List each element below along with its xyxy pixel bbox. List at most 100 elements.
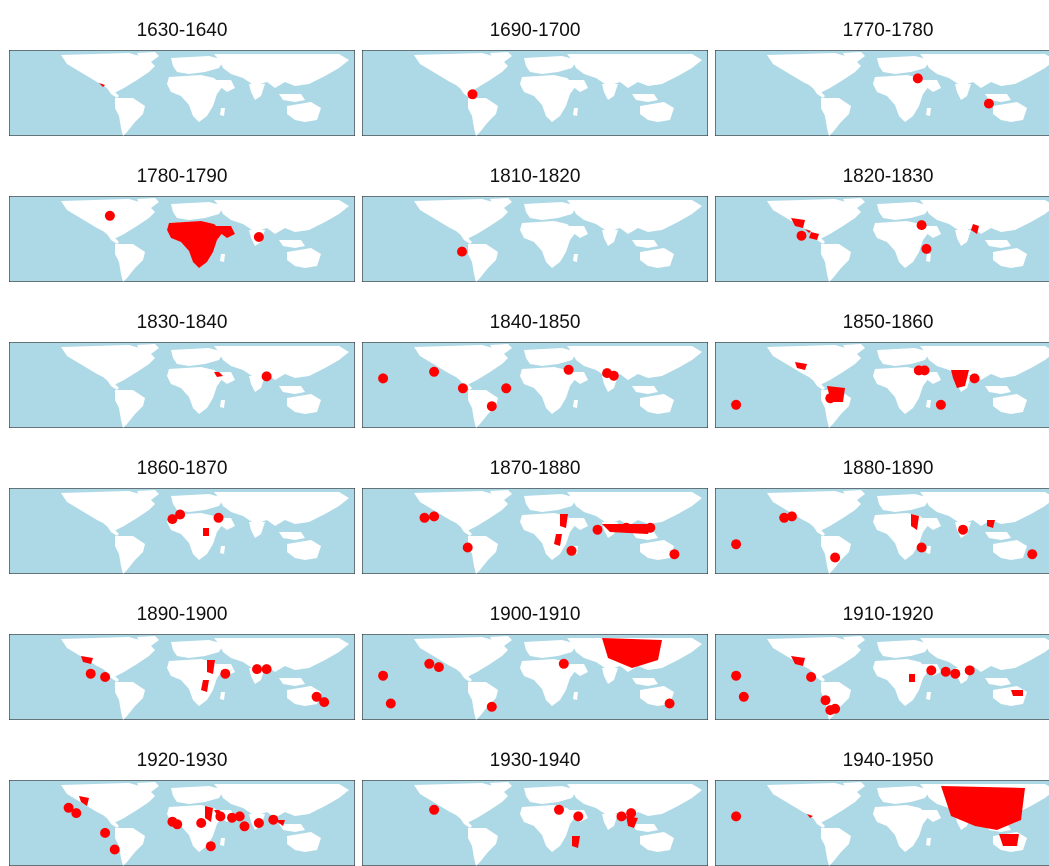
panel-title: 1890-1900	[136, 604, 228, 625]
event-point	[806, 672, 817, 682]
event-point	[916, 220, 927, 231]
event-point	[253, 818, 264, 828]
world-map	[715, 780, 1049, 866]
highlighted-region	[791, 218, 805, 228]
event-point	[796, 230, 807, 241]
panel-title: 1770-1780	[842, 20, 934, 41]
event-point	[558, 658, 569, 669]
map-panel: 1860-1870	[9, 454, 355, 574]
event-point	[825, 393, 836, 404]
event-point	[664, 698, 675, 709]
panel-title: 1910-1920	[842, 604, 934, 625]
map-panel: 1820-1830	[715, 162, 1049, 282]
event-point	[100, 827, 111, 838]
event-point	[554, 804, 564, 815]
event-point	[205, 841, 216, 852]
event-point	[220, 668, 231, 679]
highlighted-region	[807, 814, 813, 818]
event-point	[738, 691, 749, 702]
world-map	[715, 634, 1049, 720]
highlighted-region	[560, 514, 568, 528]
event-point	[311, 691, 322, 702]
event-point	[731, 399, 742, 410]
highlighted-region	[999, 834, 1019, 846]
world-map	[362, 50, 708, 136]
event-point	[239, 821, 250, 832]
highlighted-region	[795, 362, 807, 370]
highlighted-region	[572, 836, 580, 848]
event-point	[457, 246, 467, 257]
map-panel: 1780-1790	[9, 162, 355, 282]
world-map	[362, 342, 708, 428]
event-point	[731, 539, 742, 550]
event-point	[592, 524, 603, 535]
world-map	[715, 342, 1049, 428]
event-point	[253, 232, 264, 242]
event-point	[926, 665, 937, 676]
event-point	[462, 542, 473, 553]
event-point	[983, 98, 994, 109]
highlighted-region	[911, 514, 919, 530]
panel-title: 1820-1830	[842, 166, 934, 187]
event-point	[261, 371, 272, 382]
event-point	[100, 672, 111, 682]
map-panel: 1850-1860	[715, 308, 1049, 428]
panel-title: 1940-1950	[842, 750, 934, 771]
highlighted-region	[951, 370, 969, 388]
event-point	[830, 552, 841, 563]
event-point	[433, 662, 444, 673]
highlighted-region	[203, 528, 209, 536]
event-point	[378, 373, 389, 384]
highlighted-region	[1011, 690, 1023, 696]
event-point	[385, 698, 396, 709]
panel-title: 1930-1940	[489, 750, 581, 771]
map-panel: 1810-1820	[362, 162, 708, 282]
highlighted-region	[626, 816, 638, 828]
event-point	[964, 665, 975, 676]
event-point	[71, 808, 82, 819]
highlighted-region	[81, 656, 93, 664]
map-panel: 1840-1850	[362, 308, 708, 428]
highlighted-region	[909, 674, 915, 682]
event-point	[429, 366, 440, 377]
panel-title: 1840-1850	[489, 312, 581, 333]
event-point	[486, 401, 497, 412]
event-point	[63, 802, 74, 813]
event-point	[429, 804, 440, 815]
highlighted-region	[79, 796, 89, 806]
event-point	[935, 399, 946, 410]
panel-title: 1780-1790	[136, 166, 228, 187]
world-map	[9, 634, 355, 720]
event-point	[969, 373, 980, 384]
event-point	[566, 545, 577, 556]
event-point	[104, 210, 115, 221]
highlighted-region	[207, 660, 215, 674]
map-panel: 1870-1880	[362, 454, 708, 574]
map-panel: 1900-1910	[362, 600, 708, 720]
event-point	[501, 383, 512, 394]
panel-title: 1690-1700	[489, 20, 581, 41]
panel-title: 1870-1880	[489, 458, 581, 479]
event-point	[731, 811, 742, 822]
world-map	[9, 50, 355, 136]
world-map	[9, 780, 355, 866]
event-point	[608, 370, 619, 381]
map-panel: 1930-1940	[362, 746, 708, 866]
event-point	[1027, 549, 1038, 560]
world-map	[362, 634, 708, 720]
map-panel: 1880-1890	[715, 454, 1049, 574]
panel-title: 1630-1640	[136, 20, 228, 41]
map-panel: 1770-1780	[715, 16, 1049, 136]
highlighted-region	[554, 534, 562, 546]
highlighted-region	[602, 638, 662, 668]
world-map	[715, 196, 1049, 282]
event-point	[958, 524, 968, 535]
world-map	[715, 488, 1049, 574]
event-point	[215, 811, 226, 822]
highlighted-region	[941, 786, 1025, 830]
event-point	[252, 664, 262, 675]
event-point	[429, 511, 440, 522]
highlighted-region	[987, 520, 995, 528]
map-panel: 1890-1900	[9, 600, 355, 720]
event-point	[85, 668, 96, 679]
